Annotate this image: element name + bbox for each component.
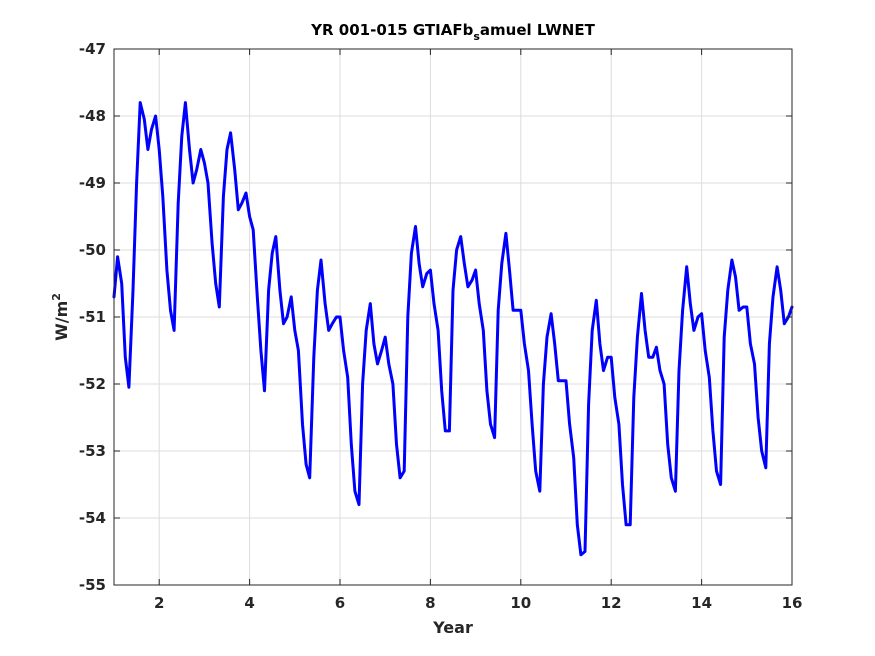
x-tick-label: 8 [425, 594, 435, 612]
y-tick-label: -47 [79, 40, 106, 58]
title-suffix: amuel LWNET [480, 21, 596, 39]
y-label-base: W/m [52, 301, 71, 341]
y-tick-label: -51 [79, 308, 106, 326]
y-tick-label: -48 [79, 107, 106, 125]
x-tick-label: 14 [691, 594, 712, 612]
y-tick-label: -55 [79, 576, 106, 594]
x-tick-label: 12 [601, 594, 622, 612]
series-line-0 [112, 101, 794, 557]
x-tick-label: 4 [244, 594, 254, 612]
y-tick-label: -53 [79, 442, 106, 460]
y-axis-label: W/m2 [50, 293, 71, 341]
chart-title: YR 001-015 GTIAFbsamuel LWNET [310, 21, 595, 43]
x-axis-label: Year [432, 618, 473, 637]
x-tick-label: 16 [782, 594, 803, 612]
series-layer [112, 101, 794, 557]
ticks [114, 48, 793, 586]
x-tick-label: 2 [154, 594, 164, 612]
y-tick-label: -49 [79, 174, 106, 192]
x-tick-label: 10 [510, 594, 531, 612]
y-tick-label: -50 [79, 241, 106, 259]
x-tick-label: 6 [335, 594, 345, 612]
y-label-superscript: 2 [50, 293, 63, 301]
tick-labels: 2 4 6 8 10 12 14 16 -55 -54 -53 -52 -51 -50 -49 -48 -47 [79, 40, 803, 612]
title-subscript: s [473, 30, 480, 43]
title-prefix: YR 001-015 GTIAFb [310, 21, 473, 39]
y-tick-label: -52 [79, 375, 106, 393]
y-tick-label: -54 [79, 509, 106, 527]
